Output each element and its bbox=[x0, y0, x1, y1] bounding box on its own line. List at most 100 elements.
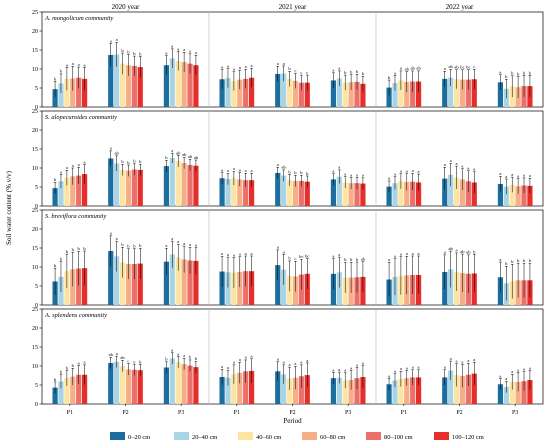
significance-label: a bbox=[233, 252, 235, 257]
significance-label: a bbox=[78, 162, 80, 167]
significance-label: a bbox=[400, 169, 402, 174]
bar bbox=[398, 80, 404, 107]
bar bbox=[465, 79, 471, 107]
significance-label: a bbox=[110, 38, 112, 43]
bar bbox=[131, 65, 137, 107]
bar bbox=[442, 178, 448, 206]
bar bbox=[137, 370, 143, 404]
significance-label: a bbox=[66, 165, 68, 170]
bar bbox=[248, 77, 255, 107]
bar bbox=[298, 180, 304, 206]
significance-label: a bbox=[473, 167, 475, 172]
bar bbox=[163, 65, 170, 107]
significance-label: c bbox=[294, 256, 296, 261]
significance-label: a bbox=[239, 65, 241, 70]
significance-label: b bbox=[139, 243, 142, 248]
bar bbox=[119, 262, 126, 305]
bar bbox=[193, 65, 199, 107]
bar bbox=[275, 265, 281, 305]
significance-label: a bbox=[294, 361, 296, 366]
significance-label: a bbox=[499, 171, 501, 176]
x-axis-title: Period bbox=[283, 417, 302, 425]
significance-label: b bbox=[54, 263, 57, 268]
significance-label: a bbox=[467, 165, 469, 170]
significance-label: ab bbox=[188, 154, 193, 159]
bar bbox=[330, 378, 337, 404]
significance-label: ab bbox=[448, 246, 453, 251]
legend-label: 0–20 cm bbox=[128, 434, 150, 441]
bar bbox=[231, 81, 237, 107]
significance-label: a bbox=[461, 164, 463, 169]
bar bbox=[169, 254, 175, 305]
bar bbox=[392, 83, 398, 107]
bar bbox=[114, 54, 120, 107]
significance-label: a bbox=[418, 169, 420, 174]
significance-label: b bbox=[288, 66, 291, 71]
legend-label: 80–100 cm bbox=[384, 434, 413, 441]
significance-label: a bbox=[221, 364, 223, 369]
significance-label: a bbox=[177, 46, 179, 51]
y-tick-label: 25 bbox=[32, 307, 38, 313]
bar bbox=[286, 78, 293, 107]
bar bbox=[298, 82, 304, 107]
significance-label: a bbox=[362, 173, 364, 178]
significance-label: a bbox=[306, 358, 308, 363]
bar bbox=[114, 256, 120, 305]
x-tick-label: P2 bbox=[289, 410, 295, 416]
bar bbox=[304, 82, 310, 107]
significance-label: b bbox=[121, 242, 124, 247]
significance-label: b bbox=[54, 76, 57, 81]
significance-label: b bbox=[139, 51, 142, 56]
bar bbox=[58, 83, 64, 107]
significance-label: a bbox=[245, 64, 247, 69]
y-tick-label: 15 bbox=[32, 345, 38, 351]
significance-label: a bbox=[183, 241, 185, 246]
y-tick-label: 15 bbox=[32, 48, 38, 54]
y-tick-label: 20 bbox=[32, 29, 38, 35]
legend-swatch bbox=[238, 432, 253, 440]
significance-label: a bbox=[277, 245, 279, 250]
significance-label: a bbox=[523, 367, 525, 372]
legend-swatch bbox=[434, 432, 449, 440]
bar bbox=[64, 177, 70, 206]
significance-label: a bbox=[177, 239, 179, 244]
bar bbox=[231, 272, 237, 305]
significance-label: b bbox=[529, 258, 532, 263]
significance-label: a bbox=[221, 251, 223, 256]
significance-label: b bbox=[511, 71, 514, 76]
bar bbox=[175, 362, 181, 404]
bar bbox=[237, 372, 243, 404]
significance-label: a bbox=[344, 172, 346, 177]
significance-label: b bbox=[133, 159, 136, 164]
significance-label: a bbox=[171, 236, 173, 241]
bar bbox=[70, 376, 76, 404]
bar bbox=[81, 174, 88, 206]
significance-label: a bbox=[251, 251, 253, 256]
bar bbox=[58, 181, 64, 206]
significance-label: a bbox=[394, 70, 396, 75]
significance-label: a bbox=[251, 168, 253, 173]
significance-label: b bbox=[344, 257, 347, 262]
significance-label: a bbox=[511, 172, 513, 177]
significance-label: ab bbox=[416, 66, 421, 71]
y-tick-label: 5 bbox=[35, 86, 38, 92]
significance-label: c bbox=[127, 359, 129, 364]
bar bbox=[187, 365, 193, 404]
significance-label: a bbox=[412, 251, 414, 256]
significance-label: b bbox=[517, 258, 520, 263]
significance-label: a bbox=[444, 250, 446, 255]
bar bbox=[219, 271, 225, 305]
y-tick-label: 0 bbox=[35, 402, 38, 408]
y-tick-label: 25 bbox=[32, 208, 38, 214]
bar bbox=[404, 182, 410, 206]
significance-label: a bbox=[116, 351, 118, 356]
bar bbox=[108, 158, 114, 206]
significance-label: ab bbox=[109, 352, 114, 357]
significance-label: a bbox=[461, 359, 463, 364]
bar bbox=[360, 183, 366, 206]
bar bbox=[330, 273, 337, 305]
bar bbox=[70, 269, 76, 305]
bar bbox=[70, 176, 76, 206]
significance-label: a bbox=[277, 162, 279, 167]
x-tick-label: P3 bbox=[345, 410, 351, 416]
